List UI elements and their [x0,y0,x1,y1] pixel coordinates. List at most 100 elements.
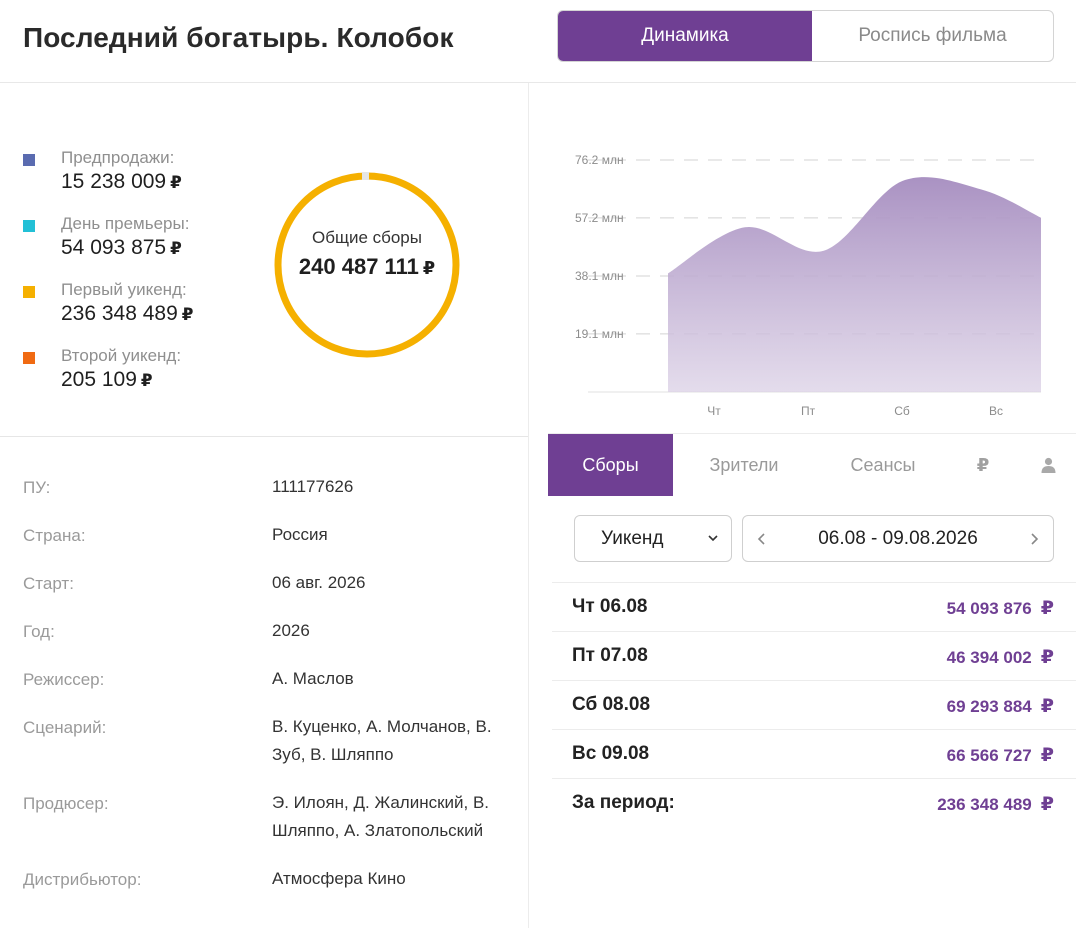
vertical-divider [528,83,529,928]
row-amount: 46 394 002 ₽ [946,647,1054,668]
daily-gross-area-chart: 19.1 млн 38.1 млн 57.2 млн 76.2 млн Чт Пт Сб В… [575,153,1041,418]
y-tick-label: 38.1 млн [575,269,624,283]
row-amount: 69 293 884 ₽ [946,696,1054,717]
ruble-icon: ₽ [1040,794,1054,815]
chevron-down-icon [708,535,718,542]
info-key: Дистрибьютор: [23,870,142,889]
next-period-button[interactable] [1015,516,1053,561]
page-title: Последний богатырь. Колобок [23,22,454,53]
tab-sessions[interactable]: Сеансы [850,454,916,475]
first-weekend-color-swatch [23,286,35,298]
info-row-start: Старт: 06 авг. 2026 [23,573,503,614]
info-row-pu: ПУ: 111177626 [23,477,503,518]
presale-color-swatch [23,154,35,166]
info-row-year: Год: 2026 [23,621,503,662]
ruble-icon: ₽ [1040,745,1054,766]
legend-item-premiere: День премьеры: 54 093 875 ₽ [23,214,243,262]
info-row-producer: Продюсер: Э. Илоян, Д. Жалинский, В. Шля… [23,793,503,864]
info-value: Атмосфера Кино [272,869,406,888]
ruble-icon: ₽ [1040,696,1054,717]
period-select-value: Уикенд [601,527,664,549]
donut-caption: Общие сборы [312,228,422,247]
ruble-icon: ₽ [1040,598,1054,619]
ruble-icon: ₽ [422,258,436,278]
x-tick-label: Пт [801,404,816,418]
x-tick-label: Вс [989,404,1003,418]
info-key: Продюсер: [23,794,109,813]
view-switch: Динамика Роспись фильма [557,10,1054,62]
row-day: Чт 06.08 [572,596,648,617]
total-amount: 236 348 489 ₽ [937,794,1054,815]
person-icon-glyph [1041,457,1055,473]
total-row: За период: 236 348 489 ₽ [552,778,1076,827]
row-day: Пт 07.08 [572,645,648,666]
info-value: 111177626 [272,477,354,496]
prev-period-button[interactable] [743,516,781,561]
total-label: За период: [572,792,675,813]
info-value: 06 авг. 2026 [272,573,366,592]
info-key: Сценарий: [23,718,107,737]
tab-dynamics[interactable]: Динамика [558,11,812,61]
info-value: А. Маслов [272,669,354,688]
gross-area-series [668,177,1041,392]
info-key: Год: [23,622,55,641]
info-value: Э. Илоян, Д. Жалинский, В. Шляппо, А. Зл… [272,793,490,840]
total-gross-donut [274,172,460,358]
table-row: Вс 09.08 66 566 727 ₽ [552,729,1076,778]
info-key: Режиссер: [23,670,105,689]
info-key: ПУ: [23,478,51,497]
row-day: Вс 09.08 [572,743,650,764]
ruble-icon: ₽ [1040,647,1054,668]
page-header: Последний богатырь. Колобок Динамика Рос… [0,0,1076,83]
legend-value: 15 238 009 ₽ [61,170,182,193]
info-key: Страна: [23,526,86,545]
y-tick-label: 57.2 млн [575,211,624,225]
info-row-distributor: Дистрибьютор: Атмосфера Кино [23,869,503,910]
table-row: Чт 06.08 54 093 876 ₽ [552,582,1076,631]
metric-tabs: Сборы Зрители Сеансы ₽ [548,433,1076,496]
donut-segment-gap [362,172,369,180]
date-range-picker: 06.08 - 09.08.2026 [742,515,1054,562]
chevron-right-icon [1031,532,1039,545]
legend-label: День премьеры: [61,214,190,233]
ruble-icon[interactable]: ₽ [976,454,990,475]
legend-value: 54 093 875 ₽ [61,236,182,259]
legend-label: Второй уикенд: [61,346,182,365]
ruble-icon: ₽ [170,239,182,258]
x-tick-label: Чт [707,404,721,418]
legend-item-presale: Предпродажи: 15 238 009 ₽ [23,148,243,196]
ruble-icon: ₽ [170,173,182,192]
row-amount: 54 093 876 ₽ [946,598,1054,619]
info-value: Россия [272,525,328,544]
tab-viewers[interactable]: Зрители [709,454,779,475]
row-amount: 66 566 727 ₽ [946,745,1054,766]
person-icon[interactable] [1023,434,1073,496]
info-row-country: Страна: Россия [23,525,503,566]
table-row: Сб 08.08 69 293 884 ₽ [552,680,1076,729]
legend-item-first-weekend: Первый уикенд: 236 348 489 ₽ [23,280,243,328]
ruble-icon: ₽ [140,371,153,390]
y-tick-label: 19.1 млн [575,327,624,341]
row-day: Сб 08.08 [572,694,651,715]
legend-value: 205 109 ₽ [61,368,153,391]
info-row-screenplay: Сценарий: В. Куценко, А. Молчанов, В. Зу… [23,717,503,788]
donut-center: Общие сборы 240 487 111 ₽ [272,228,462,280]
y-tick-label: 76.2 млн [575,153,624,167]
info-value: В. Куценко, А. Молчанов, В. Зуб, В. Шляп… [272,717,492,764]
tab-film-schedule[interactable]: Роспись фильма [858,25,1007,46]
premiere-color-swatch [23,220,35,232]
horizontal-divider [0,436,528,437]
x-tick-label: Сб [894,404,910,418]
info-row-director: Режиссер: А. Маслов [23,669,503,710]
period-select[interactable]: Уикенд [574,515,732,562]
legend-label: Предпродажи: [61,148,175,167]
table-row: Пт 07.08 46 394 002 ₽ [552,631,1076,680]
tab-gross[interactable]: Сборы [548,434,673,496]
chevron-left-icon [757,532,765,545]
info-key: Старт: [23,574,74,593]
info-value: 2026 [272,621,310,640]
second-weekend-color-swatch [23,352,35,364]
legend-item-second-weekend: Второй уикенд: 205 109 ₽ [23,346,243,394]
legend-value: 236 348 489 ₽ [61,302,194,325]
legend-label: Первый уикенд: [61,280,187,299]
